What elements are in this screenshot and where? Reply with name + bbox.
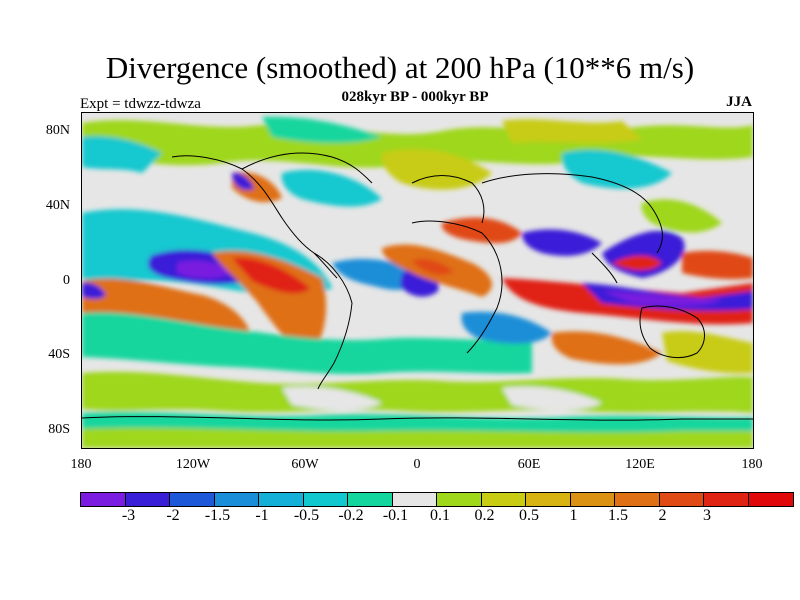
colorbar-label: 2: [658, 507, 667, 524]
colorbar-swatch: [214, 493, 259, 506]
y-tick-label: 80S: [48, 422, 70, 437]
colorbar-swatch: [659, 493, 704, 506]
chart-subtitle: 028kyr BP - 000kyr BP: [341, 89, 489, 105]
experiment-label: Expt = tdwzz-tdwza: [80, 96, 201, 112]
colorbar-label: -3: [121, 507, 136, 524]
colorbar-label: -0.1: [382, 507, 409, 524]
colorbar-swatch: [303, 493, 348, 506]
y-tick-label: 80N: [45, 123, 70, 138]
x-tick-label: 120W: [175, 457, 211, 472]
colorbar-label: 0.1: [430, 507, 450, 524]
x-tick-label: 60W: [291, 457, 319, 472]
y-tick-label: 0: [63, 273, 70, 288]
divergence-field: [82, 113, 753, 448]
colorbar-swatch: [748, 493, 793, 506]
colorbar-swatch: [81, 493, 126, 506]
colorbar-swatch: [526, 493, 571, 506]
colorbar-label: 1.5: [608, 507, 628, 524]
colorbar-swatch: [348, 493, 393, 506]
x-tick-label: 180: [741, 457, 763, 472]
colorbar-swatch: [615, 493, 660, 506]
colorbar: [80, 492, 794, 507]
x-tick-label: 0: [413, 457, 421, 472]
coastlines: [82, 152, 753, 421]
y-tick-label: 40N: [45, 198, 70, 213]
colorbar-label: -0.5: [293, 507, 320, 524]
colorbar-label: 0.2: [474, 507, 495, 524]
colorbar-swatch: [481, 493, 526, 506]
y-tick-label: 40S: [48, 347, 70, 362]
x-tick-label: 180: [70, 457, 92, 472]
colorbar-swatch: [437, 493, 482, 506]
colorbar-label: -1.5: [204, 507, 231, 524]
contour-fill-layer: [82, 116, 753, 448]
colorbar-swatch: [125, 493, 170, 506]
colorbar-swatch: [570, 493, 615, 506]
colorbar-swatch: [259, 493, 304, 506]
colorbar-swatch: [170, 493, 215, 506]
colorbar-label: -2: [166, 507, 180, 524]
colorbar-label: -1: [255, 507, 269, 524]
colorbar-label: -0.2: [338, 507, 364, 524]
colorbar-swatch: [704, 493, 749, 506]
x-tick-label: 120E: [625, 457, 655, 472]
season-label: JJA: [726, 94, 752, 110]
colorbar-label: 0.5: [519, 507, 539, 524]
chart-title: Divergence (smoothed) at 200 hPa (10**6 …: [105, 50, 695, 85]
map-plot-area: [81, 112, 754, 449]
colorbar-label: 3: [703, 507, 711, 524]
colorbar-swatch: [392, 493, 437, 506]
colorbar-label: 1: [569, 507, 578, 524]
x-tick-label: 60E: [517, 457, 541, 472]
